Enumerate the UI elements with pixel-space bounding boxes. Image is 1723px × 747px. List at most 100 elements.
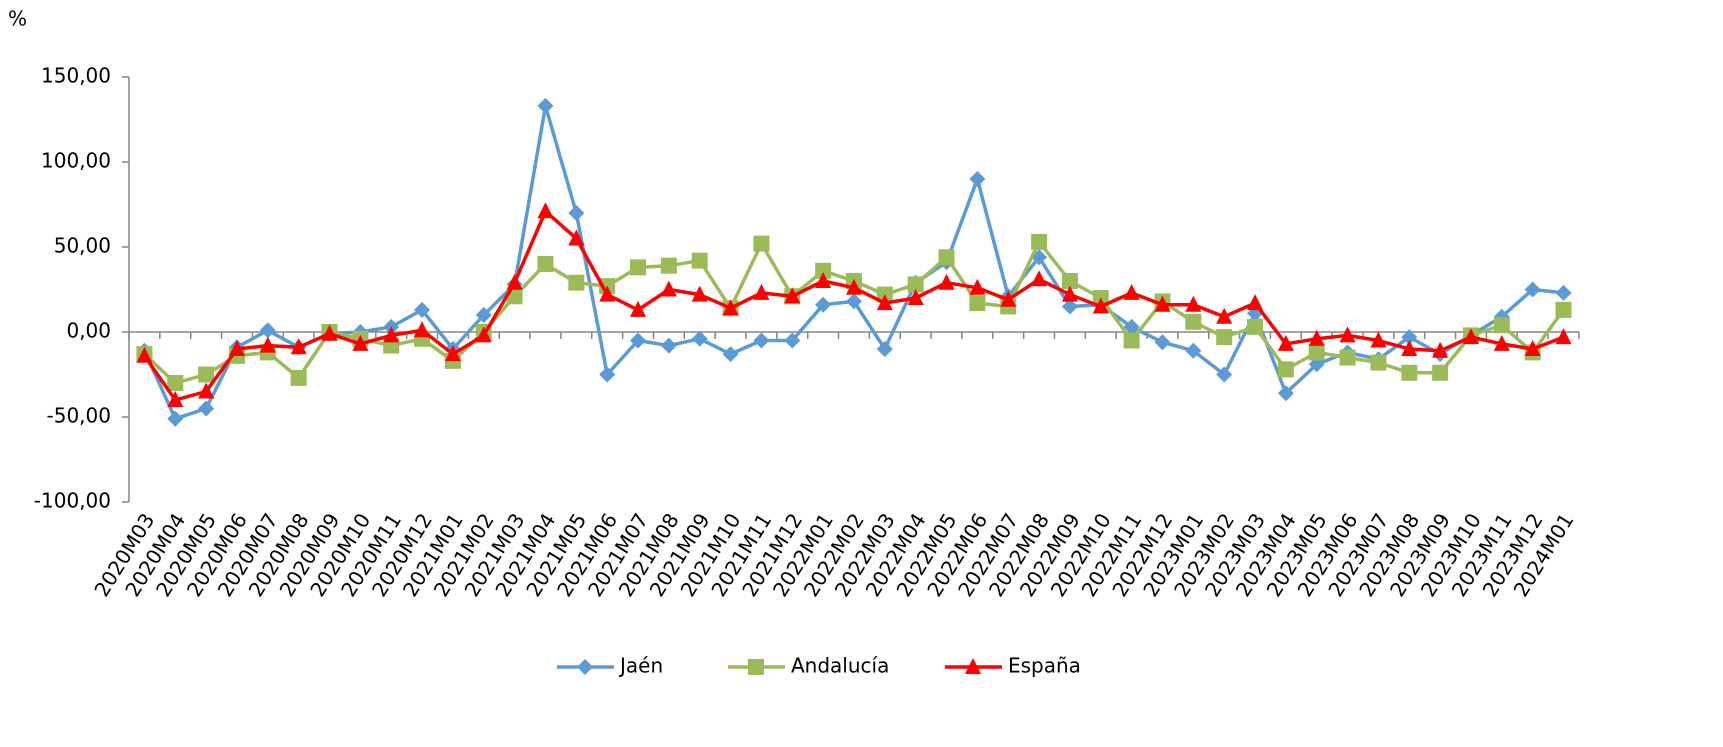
marker (1061, 298, 1078, 315)
y-tick-label: 100,00 (41, 149, 111, 173)
marker (1031, 249, 1048, 266)
marker (1555, 301, 1572, 318)
marker (259, 336, 276, 353)
legend-label: España (1008, 654, 1081, 678)
marker (969, 171, 986, 187)
marker (444, 345, 461, 362)
marker (1524, 281, 1541, 298)
marker (722, 346, 739, 363)
marker (1493, 334, 1510, 351)
marker (753, 283, 770, 300)
marker (537, 256, 554, 272)
marker (815, 272, 832, 288)
y-tick-label: -100,00 (34, 489, 111, 513)
marker (660, 280, 677, 297)
marker (630, 259, 647, 276)
marker (815, 296, 832, 313)
marker (259, 322, 276, 339)
marker (506, 273, 523, 290)
marker (1216, 307, 1233, 324)
marker (1154, 334, 1171, 351)
marker (1247, 318, 1264, 335)
marker (1555, 284, 1572, 301)
marker (1370, 354, 1387, 371)
marker (198, 382, 215, 399)
marker (1462, 328, 1479, 345)
legend-marker (748, 659, 764, 675)
marker (630, 300, 647, 317)
marker (198, 400, 215, 417)
marker (537, 202, 554, 219)
marker (784, 287, 801, 304)
marker (1031, 233, 1048, 250)
series-line (142, 104, 1564, 421)
marker (1216, 329, 1233, 346)
marker (691, 252, 708, 269)
marker (136, 346, 153, 363)
marker (1185, 295, 1202, 312)
marker (660, 257, 677, 274)
marker (290, 369, 307, 386)
marker (753, 332, 770, 349)
legend-marker (577, 659, 593, 675)
y-tick-label: -50,00 (47, 404, 111, 428)
marker (599, 366, 616, 383)
marker (228, 340, 245, 356)
marker (1308, 344, 1325, 361)
marker (1401, 340, 1418, 356)
marker (1339, 349, 1356, 366)
marker (722, 299, 739, 316)
marker (1432, 364, 1449, 381)
marker (1123, 332, 1140, 349)
marker (907, 289, 924, 305)
marker (1154, 295, 1171, 312)
marker (1031, 270, 1048, 287)
marker (691, 330, 708, 347)
marker (845, 293, 862, 310)
marker (167, 410, 184, 427)
marker (1277, 385, 1294, 402)
marker (414, 301, 431, 318)
marker (537, 97, 554, 114)
marker (1061, 273, 1078, 289)
marker (1370, 331, 1387, 348)
marker (167, 391, 184, 407)
marker (321, 324, 338, 341)
marker (198, 366, 215, 383)
legend-marker (965, 658, 981, 674)
marker (907, 276, 924, 293)
marker (1401, 329, 1418, 346)
marker (167, 375, 184, 391)
marker (352, 334, 369, 351)
marker (876, 294, 893, 311)
marker (1401, 364, 1418, 381)
marker (753, 235, 770, 252)
marker (938, 249, 955, 266)
marker (568, 205, 585, 221)
marker (815, 262, 832, 279)
marker (969, 278, 986, 295)
marker (969, 295, 986, 312)
marker (599, 285, 616, 302)
marker (383, 326, 400, 343)
marker (1185, 342, 1202, 359)
marker (1277, 361, 1294, 378)
marker (290, 338, 307, 355)
marker (691, 285, 708, 302)
marker (414, 321, 431, 338)
marker (784, 332, 801, 349)
marker (1216, 366, 1233, 383)
marker (1493, 317, 1510, 334)
marker (1524, 340, 1541, 356)
legend-label: Jaén (618, 654, 663, 678)
marker (475, 307, 492, 323)
marker (1432, 341, 1449, 358)
marker (1308, 329, 1325, 346)
marker (845, 278, 862, 295)
y-tick-label: 50,00 (54, 234, 111, 258)
marker (1000, 290, 1017, 307)
marker (1123, 283, 1140, 300)
marker (1277, 334, 1294, 351)
marker (630, 332, 647, 349)
legend-label: Andalucía (791, 654, 889, 678)
